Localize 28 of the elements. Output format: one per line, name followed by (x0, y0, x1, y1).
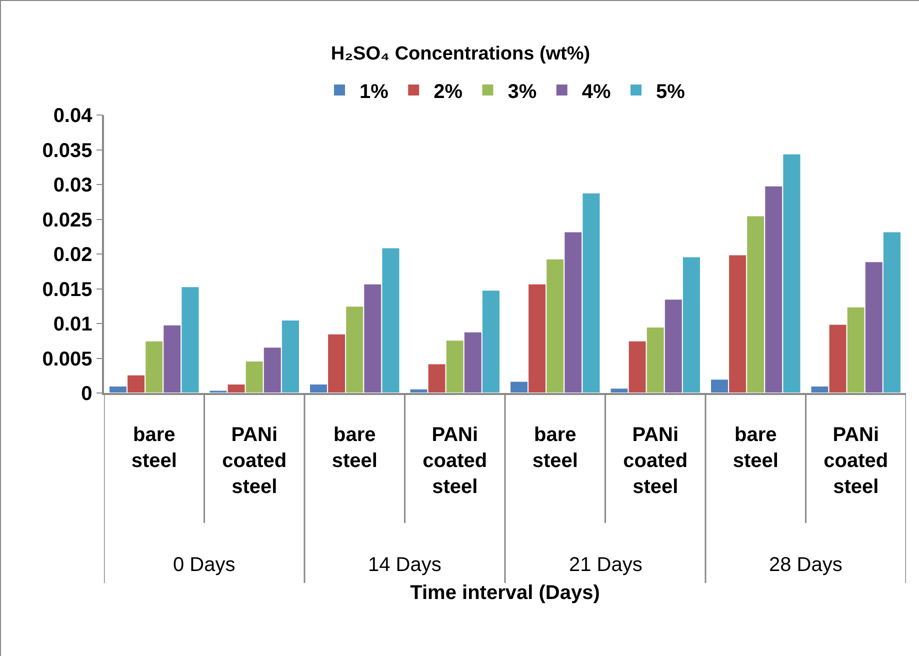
x-tick-label: PANi coated steel (422, 424, 488, 498)
text: 0 Days (173, 554, 236, 576)
x-tick-label: PANi coated steel (623, 424, 688, 498)
x-tick-label: bare steel (532, 424, 578, 472)
x-tick-label: PANi coated steel (222, 424, 287, 498)
x-tick-label: bare steel (131, 424, 177, 472)
y-tick-label: 0.035 (42, 140, 92, 162)
y-tick-label: 0.01 (53, 314, 92, 336)
x-tick-label: bare steel (332, 424, 378, 472)
y-tick-label: 0.025 (42, 209, 92, 232)
y-tick-label: 0.02 (53, 244, 92, 266)
y-tick-label: 0.03 (53, 174, 92, 196)
text: 28 Days (769, 554, 842, 576)
text: 21 Days (569, 554, 642, 576)
legend-label: 3% (508, 80, 537, 103)
y-tick-label: 0.04 (53, 105, 94, 127)
chart-title: H₂SO₄ Concentrations (wt%) (330, 44, 590, 65)
text: 14 Days (368, 554, 442, 576)
x-axis-title: Time interval (Days) (410, 582, 600, 604)
x-tick-label: PANi coated steel (824, 424, 888, 498)
y-tick-label: 0 (81, 383, 92, 405)
legend-label: 4% (582, 80, 611, 103)
y-tick-label: 0.015 (42, 278, 92, 301)
y-tick-label: 0.005 (42, 348, 92, 370)
x-tick-label: bare steel (732, 424, 778, 472)
legend-label: 1% (360, 80, 389, 103)
legend-label: 2% (434, 80, 463, 103)
legend-label: 5% (656, 80, 686, 103)
